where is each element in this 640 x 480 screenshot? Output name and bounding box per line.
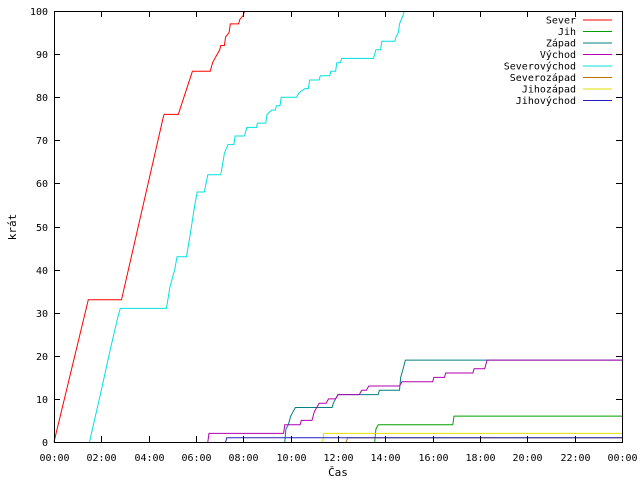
y-tick-label: 60: [36, 179, 48, 190]
x-tick-label: 16:00: [418, 453, 448, 464]
series-line: [345, 437, 622, 443]
legend-entry-label: Sever: [546, 16, 576, 27]
y-tick-label: 20: [36, 352, 48, 363]
series-line: [89, 10, 405, 443]
y-tick-label: 100: [30, 7, 48, 18]
y-axis: 0 10 20 30 40 50 60 70 80 90 100: [30, 7, 622, 449]
x-tick-label: 12:00: [323, 453, 353, 464]
x-tick-label: 22:00: [560, 453, 590, 464]
series-line: [284, 359, 622, 443]
y-tick-label: 40: [36, 266, 48, 277]
series-line: [207, 359, 622, 443]
legend: SeverJihZápadVýchodSeverovýchodSeverozáp…: [504, 16, 612, 107]
y-tick-label: 70: [36, 136, 48, 147]
x-tick-label: 14:00: [370, 453, 400, 464]
series-layer: [53, 10, 622, 443]
legend-entry-label: Jih: [558, 27, 576, 38]
x-axis-label: Čas: [328, 466, 348, 479]
legend-entry-label: Jihozápad: [522, 84, 576, 96]
series-line: [53, 10, 245, 443]
y-tick-label: 10: [36, 395, 48, 406]
x-tick-label: 00:00: [607, 453, 637, 464]
x-tick-label: 04:00: [134, 453, 164, 464]
legend-entry-label: Severozápad: [510, 72, 576, 84]
legend-entry-label: Severovýchod: [504, 61, 576, 73]
y-tick-label: 30: [36, 309, 48, 320]
x-tick-label: 10:00: [276, 453, 306, 464]
x-tick-label: 06:00: [181, 453, 211, 464]
series-line: [225, 437, 622, 443]
legend-entry-label: Jihovýchod: [516, 95, 576, 107]
y-tick-label: 90: [36, 50, 48, 61]
y-axis-label: krát: [6, 214, 19, 241]
series-line: [322, 432, 622, 443]
x-tick-label: 18:00: [465, 453, 495, 464]
x-tick-label: 02:00: [86, 453, 116, 464]
legend-entry-label: Západ: [546, 38, 576, 50]
y-tick-label: 80: [36, 93, 48, 104]
x-tick-label: 08:00: [228, 453, 258, 464]
legend-entry-label: Východ: [540, 49, 576, 61]
x-tick-label: 20:00: [512, 453, 542, 464]
y-tick-label: 0: [42, 438, 48, 449]
x-axis: 00:00 02:00 04:00 06:00 08:00 10:00 12:00 14:00…: [39, 11, 638, 464]
y-tick-label: 50: [36, 223, 48, 234]
series-line: [374, 415, 622, 443]
x-tick-label: 00:00: [39, 453, 69, 464]
